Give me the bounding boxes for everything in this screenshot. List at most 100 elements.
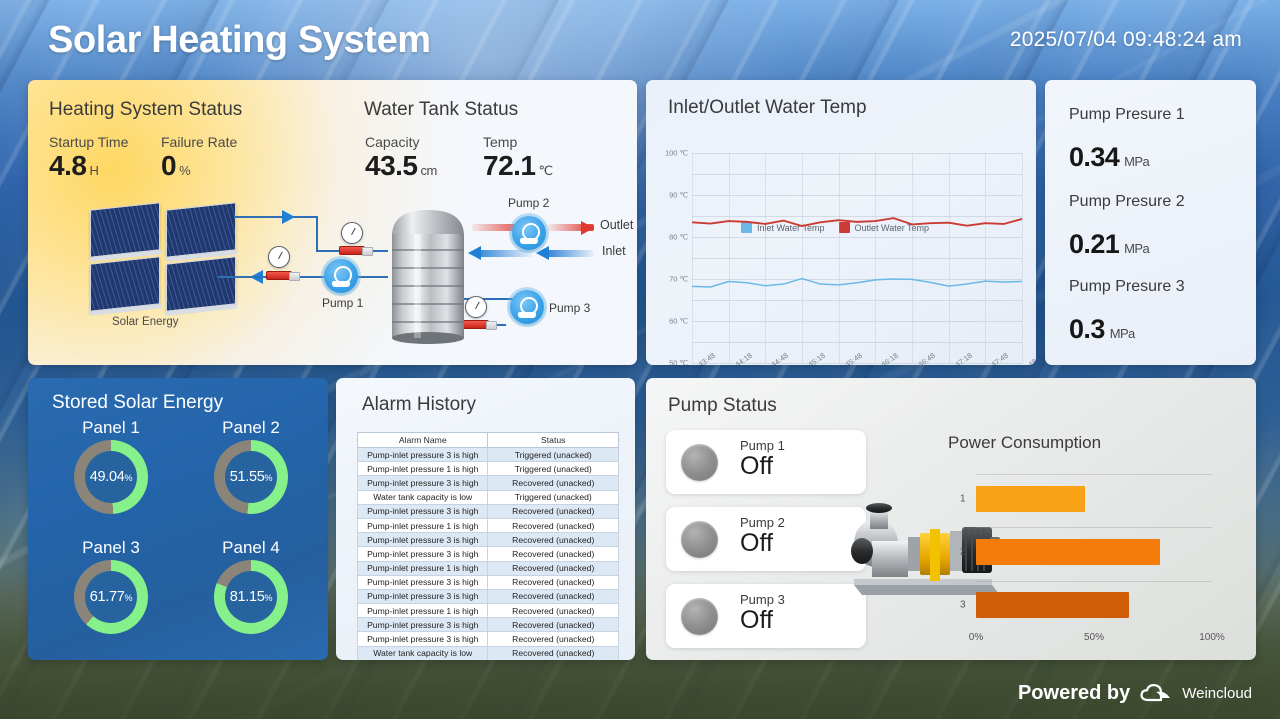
table-body[interactable]: Pump-inlet pressure 3 is high Triggered (… xyxy=(356,446,619,660)
chart-y-tick-label: 50 ℃ xyxy=(669,358,688,366)
table-row[interactable]: Pump-inlet pressure 3 is high Recovered (… xyxy=(356,631,619,647)
donut-value: 51.55% xyxy=(229,469,273,485)
water-tank-title: Water Tank Status xyxy=(364,99,519,120)
bar-chart-gridline xyxy=(976,474,1212,475)
chart-plot-area[interactable]: 100 ℃ 90 ℃ 80 ℃ 70 ℃ 60 ℃ 50 ℃ 40 ℃ 30 ℃ 20 ℃ 10 … xyxy=(665,149,1036,366)
chart-vertical-gridline xyxy=(765,153,767,363)
weincloud-brand-label: Weincloud xyxy=(1182,684,1252,702)
flow-arrow-icon xyxy=(282,210,295,224)
legend-swatch-inlet xyxy=(741,222,752,233)
table-row[interactable]: Pump-inlet pressure 1 is high Recovered (… xyxy=(356,560,619,576)
legend-label-inlet: Inlet Water Temp xyxy=(757,222,825,233)
solar-panel-gauge-2[interactable]: Panel 2 51.55% xyxy=(186,418,316,526)
table-row[interactable]: Pump-inlet pressure 3 is high Recovered (… xyxy=(356,588,619,605)
alarm-status-cell: Recovered (unacked) xyxy=(487,532,619,548)
pump-status-row-3[interactable]: Pump 3 Off xyxy=(666,584,866,648)
pump-pressure-2-unit: MPa xyxy=(1124,241,1150,256)
table-row[interactable]: Water tank capacity is low Recovered (una… xyxy=(356,645,619,660)
chart-legend: Inlet Water Temp Outlet Water Temp xyxy=(741,222,929,233)
power-consumption-chart[interactable]: 1 2 3 0% 50% 100% xyxy=(960,468,1225,643)
table-column-header-2[interactable]: Status xyxy=(487,432,619,448)
failure-rate-unit: % xyxy=(179,163,191,178)
table-row[interactable]: Pump-inlet pressure 1 is high Recovered (… xyxy=(356,603,619,619)
donut-value: 61.77% xyxy=(89,589,133,605)
capacity-label: Capacity xyxy=(365,134,420,150)
failure-rate-number: 0 xyxy=(161,150,177,181)
solar-panel-label: Panel 1 xyxy=(82,418,140,437)
solar-panel-gauge-1[interactable]: Panel 1 49.04% xyxy=(46,418,176,526)
capacity-value: 43.5 cm xyxy=(365,150,437,182)
alarm-name-cell: Pump-inlet pressure 3 is high xyxy=(356,532,489,548)
chart-gridline: 80 ℃ xyxy=(669,195,1022,242)
table-row[interactable]: Water tank capacity is low Triggered (una… xyxy=(356,489,619,505)
table-row[interactable]: Pump-inlet pressure 1 is high Recovered (… xyxy=(356,517,619,534)
donut-ring: 81.15% xyxy=(214,560,288,634)
donut-ring: 51.55% xyxy=(214,440,288,514)
table-row[interactable]: Pump-inlet pressure 1 is high Triggered (… xyxy=(356,461,619,477)
alarm-history-table[interactable]: Alarm Name Status Pump-inlet pressure 3 i… xyxy=(356,432,619,660)
pump3-status-led-icon xyxy=(681,598,718,635)
table-row[interactable]: Pump-inlet pressure 3 is high Recovered (… xyxy=(356,532,619,548)
chart-vertical-gridline xyxy=(948,153,950,363)
chart-gridline: 100 ℃ xyxy=(665,149,1022,158)
table-row[interactable]: Pump-inlet pressure 3 is high Triggered (… xyxy=(356,446,619,463)
alarm-status-cell: Recovered (unacked) xyxy=(487,617,619,633)
pump-status-row-1[interactable]: Pump 1 Off xyxy=(666,430,866,494)
stored-solar-energy-card: Stored Solar Energy Panel 1 49.04% Panel 2… xyxy=(28,378,328,660)
bar-3[interactable] xyxy=(976,592,1130,619)
pump-status-card: Pump Status Pump 1 Off Pump 2 Off Pump 3… xyxy=(646,378,1256,660)
table-row[interactable]: Pump-inlet pressure 3 is high Recovered (… xyxy=(356,546,619,562)
alarm-name-cell: Pump-inlet pressure 3 is high xyxy=(356,446,489,463)
bar-2[interactable] xyxy=(976,539,1161,565)
solar-panel-gauge-3[interactable]: Panel 3 61.77% xyxy=(46,538,176,646)
table-column-header-1[interactable]: Alarm Name xyxy=(356,432,489,448)
footer-branding: Powered by Weincloud xyxy=(1018,681,1252,705)
table-header-row: Alarm Name Status xyxy=(356,432,619,448)
bar-x-tick-label: 100% xyxy=(1199,632,1225,643)
alarm-history-card: Alarm History Alarm Name Status Pump-inle… xyxy=(336,378,635,660)
table-row[interactable]: Pump-inlet pressure 3 is high Recovered (… xyxy=(356,574,619,590)
alarm-name-cell: Pump-inlet pressure 3 is high xyxy=(356,617,489,633)
legend-label-outlet: Outlet Water Temp xyxy=(854,222,930,233)
pump-pressure-3-value: 0.3 MPa xyxy=(1069,314,1135,345)
heating-system-title: Heating System Status xyxy=(49,99,243,120)
chart-gridline: 30 ℃ xyxy=(692,300,1022,301)
table-row[interactable]: Pump-inlet pressure 3 is high Recovered (… xyxy=(356,617,619,633)
donut-percent-symbol: % xyxy=(124,593,133,603)
bar-1[interactable] xyxy=(976,485,1085,512)
pump-pressure-1-label: Pump Presure 1 xyxy=(1069,106,1185,123)
alarm-status-cell: Recovered (unacked) xyxy=(487,560,619,576)
alarm-status-cell: Triggered (unacked) xyxy=(487,461,619,477)
chart-y-tick-label: 60 ℃ xyxy=(669,316,688,326)
legend-item-outlet[interactable]: Outlet Water Temp xyxy=(838,222,930,233)
pump3-icon xyxy=(510,290,544,324)
chart-gridline: 0 ℃ xyxy=(692,363,1022,364)
pump-status-title: Pump Status xyxy=(668,395,777,416)
donut-ring: 49.04% xyxy=(74,440,148,514)
startup-time-number: 4.8 xyxy=(49,150,87,181)
table-row[interactable]: Pump-inlet pressure 3 is high Recovered (… xyxy=(356,475,619,491)
chart-gridline: 60 ℃ xyxy=(669,237,1022,326)
pump-pressure-2-number: 0.21 xyxy=(1069,229,1120,259)
alarm-status-cell: Recovered (unacked) xyxy=(487,588,619,605)
alarm-name-cell: Pump-inlet pressure 3 is high xyxy=(356,588,489,605)
solar-panel-label: Panel 3 xyxy=(82,538,140,557)
bar-chart-gridline xyxy=(976,527,1212,529)
alarm-status-cell: Recovered (unacked) xyxy=(487,546,619,562)
pump2-state: Off xyxy=(740,529,773,557)
capacity-unit: cm xyxy=(420,163,438,178)
alarm-name-cell: Pump-inlet pressure 3 is high xyxy=(356,631,489,647)
legend-item-inlet[interactable]: Inlet Water Temp xyxy=(741,222,825,233)
donut-center: 81.15% xyxy=(225,571,277,623)
pump-status-row-2[interactable]: Pump 2 Off xyxy=(666,507,866,571)
chart-vertical-gridline xyxy=(1022,153,1023,363)
alarm-name-cell: Pump-inlet pressure 3 is high xyxy=(356,475,489,491)
pressure-gauge-icon xyxy=(465,296,487,318)
outlet-label: Outlet xyxy=(600,218,634,232)
pump2-label: Pump 2 xyxy=(508,196,550,210)
alarm-name-cell: Pump-inlet pressure 1 is high xyxy=(356,560,489,576)
table-row[interactable]: Pump-inlet pressure 3 is high Recovered (… xyxy=(356,503,619,519)
hot-flow-line xyxy=(548,224,594,231)
solar-panel-gauge-4[interactable]: Panel 4 81.15% xyxy=(186,538,316,646)
pump-pressure-2-value: 0.21 MPa xyxy=(1069,229,1150,260)
